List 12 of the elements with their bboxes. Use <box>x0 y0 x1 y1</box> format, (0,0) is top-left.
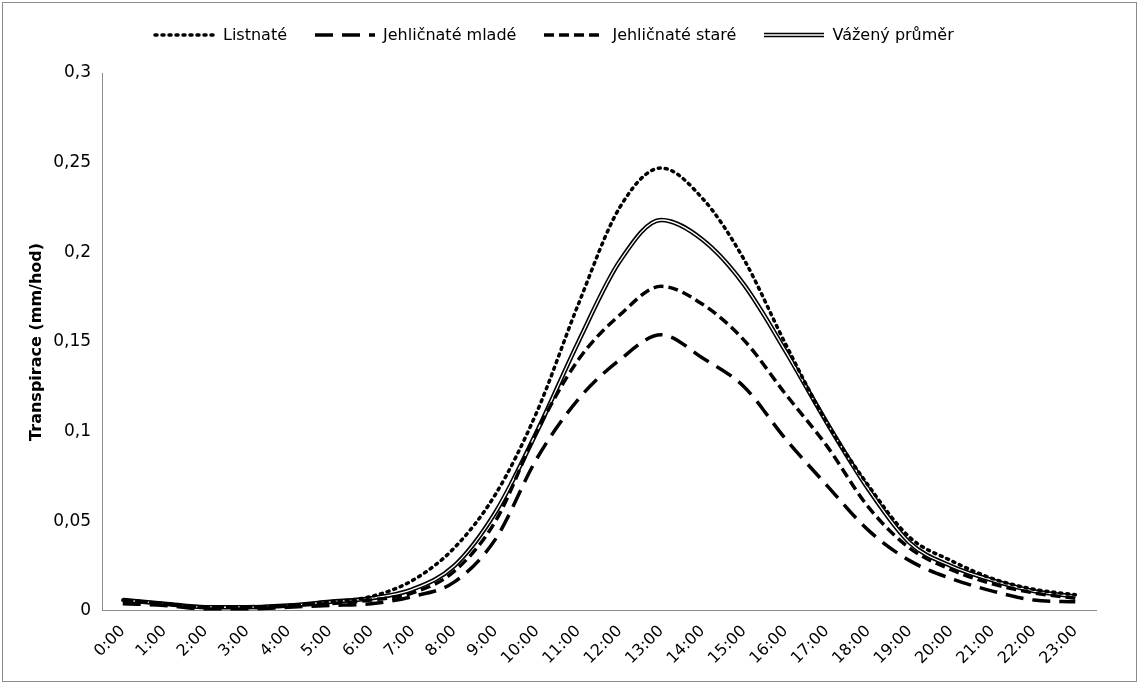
y-tick-label: 0,25 <box>53 151 92 172</box>
y-tick-label: 0 <box>80 599 92 620</box>
legend-label: Listnaté <box>223 25 288 44</box>
y-tick-label: 0,1 <box>64 419 92 440</box>
legend-label: Vážený průměr <box>832 25 954 44</box>
legend-label: Jehličnaté staré <box>612 25 737 44</box>
y-tick-label: 0,2 <box>64 240 92 261</box>
legend-label: Jehličnaté mladé <box>383 25 517 44</box>
y-tick-label: 0,3 <box>64 61 92 82</box>
y-axis-title: Transpirace (mm/hod) <box>25 242 45 441</box>
y-tick-label: 0,15 <box>53 330 92 351</box>
y-tick-label: 0,05 <box>53 509 92 530</box>
